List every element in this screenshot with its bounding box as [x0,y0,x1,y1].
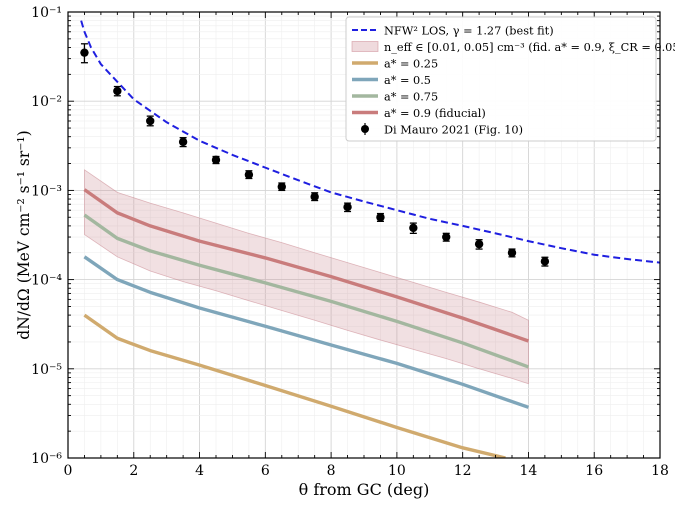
data-marker [343,202,352,212]
data-point [113,85,122,97]
y-tick-label: 10⁻⁶ [31,451,62,467]
data-point [310,192,319,202]
x-axis-label: θ from GC (deg) [299,480,430,499]
x-tick-label: 18 [651,463,669,479]
data-point [376,212,385,222]
axis-tick-labels: 0 2 4 6 8 10 12 14 16 18 10⁻⁶ 10⁻⁵ 10⁻⁴ 10⁻³ 10⁻² 10⁻¹ [31,5,669,479]
legend-label: a* = 0.5 [384,74,431,87]
data-marker [146,116,155,126]
lines-layer [80,20,660,458]
data-marker [310,192,319,201]
series-line-nfw [80,20,660,264]
legend-swatch [351,41,379,52]
data-marker [178,137,188,147]
data-point [146,115,155,127]
legend-item-a075: a* = 0.75 [352,91,438,104]
legend-label: Di Mauro 2021 (Fig. 10) [384,124,523,137]
data-point [80,43,89,64]
data-marker [211,155,221,165]
data-marker [277,182,286,191]
data-point [409,222,418,234]
y-axis-label: dN/dΩ (MeV cm⁻² s⁻¹ sr⁻¹) [15,130,33,339]
data-point [507,248,517,258]
legend-swatch-marker [361,125,369,133]
data-marker [540,257,550,266]
data-point [211,155,221,165]
legend-label: NFW² LOS, γ = 1.27 (best fit) [384,25,554,38]
data-point [277,182,286,192]
data-marker [409,223,418,233]
series-line-a09 [83,188,530,343]
legend-label: a* = 0.9 (fiducial) [384,107,486,120]
x-tick-label: 2 [129,463,138,479]
data-marker [507,248,517,257]
x-tick-label: 10 [388,463,406,479]
y-tick-label: 10⁻³ [31,183,62,199]
points-layer [80,43,550,267]
legend-box [345,16,657,142]
data-marker [80,48,89,57]
data-marker [113,86,122,96]
band-area [84,169,529,385]
legend: NFW² LOS, γ = 1.27 (best fit) n_eff ∈ [0.… [345,16,675,142]
data-marker [244,170,254,179]
series-line-a05 [83,255,530,409]
legend-item-a09: a* = 0.9 (fiducial) [352,107,486,120]
data-point [474,239,484,250]
legend-items: NFW² LOS, γ = 1.27 (best fit) n_eff ∈ [0.… [351,25,675,137]
y-tick-label: 10⁻¹ [31,5,62,21]
x-tick-label: 4 [195,463,204,479]
data-marker [474,239,484,249]
data-point [343,202,352,213]
legend-label: a* = 0.75 [384,91,438,104]
legend-item-a025: a* = 0.25 [352,58,438,71]
legend-item-nfw: NFW² LOS, γ = 1.27 (best fit) [352,25,554,38]
data-point [540,256,550,267]
legend-item-band: n_eff ∈ [0.01, 0.05] cm⁻³ (fid. a* = 0.9… [351,41,675,54]
x-tick-label: 16 [585,463,603,479]
legend-label: a* = 0.25 [384,58,438,71]
series-line-a075 [83,213,530,369]
data-point [178,137,188,148]
legend-item-a05: a* = 0.5 [352,74,431,87]
x-tick-label: 0 [64,463,73,479]
data-point [244,170,254,180]
y-tick-label: 10⁻² [31,94,62,110]
data-marker [376,213,385,222]
legend-label: n_eff ∈ [0.01, 0.05] cm⁻³ (fid. a* = 0.9… [384,41,675,54]
data-point [442,232,451,242]
y-tick-label: 10⁻⁴ [31,273,62,289]
x-tick-label: 14 [520,463,538,479]
legend-item-data: Di Mauro 2021 (Fig. 10) [361,123,523,137]
y-tick-label: 10⁻⁵ [31,362,62,378]
series-line-a025 [83,313,506,458]
x-tick-label: 8 [327,463,336,479]
data-marker [442,232,451,242]
band-layer [84,169,529,385]
x-tick-label: 12 [454,463,472,479]
axis-ticks [67,11,661,459]
x-tick-label: 6 [261,463,270,479]
